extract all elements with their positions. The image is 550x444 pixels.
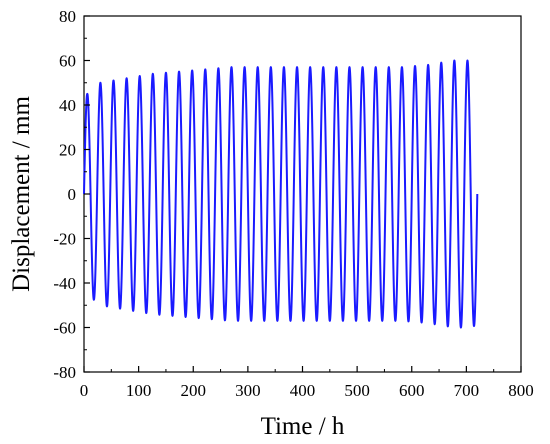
x-tick-label: 700 xyxy=(454,381,480,400)
y-tick-label: -40 xyxy=(53,274,76,293)
x-tick-label: 300 xyxy=(235,381,261,400)
series-line-0 xyxy=(83,59,479,329)
x-tick-label: 800 xyxy=(508,381,534,400)
y-tick-label: 0 xyxy=(68,185,77,204)
y-tick-label: 80 xyxy=(59,7,76,26)
y-axis: -80 -60 -40 -20 0 20 40 60 80 xyxy=(53,7,90,382)
y-tick-label: 40 xyxy=(59,96,76,115)
series-layer xyxy=(83,59,479,329)
y-tick-label: -80 xyxy=(53,363,76,382)
x-tick-label: 100 xyxy=(126,381,152,400)
y-tick-label: -60 xyxy=(53,319,76,338)
x-tick-label: 200 xyxy=(181,381,207,400)
y-tick-label: 20 xyxy=(59,141,76,160)
x-tick-label: 500 xyxy=(344,381,370,400)
y-axis-title: Displacement / mm xyxy=(8,96,35,292)
x-tick-label: 0 xyxy=(80,381,89,400)
x-tick-label: 400 xyxy=(290,381,316,400)
y-tick-label: -20 xyxy=(53,230,76,249)
x-tick-label: 600 xyxy=(399,381,425,400)
x-axis-title: Time / h xyxy=(261,413,345,440)
y-tick-label: 60 xyxy=(59,52,76,71)
x-axis: 0 100 200 300 400 500 600 700 800 xyxy=(80,366,534,400)
